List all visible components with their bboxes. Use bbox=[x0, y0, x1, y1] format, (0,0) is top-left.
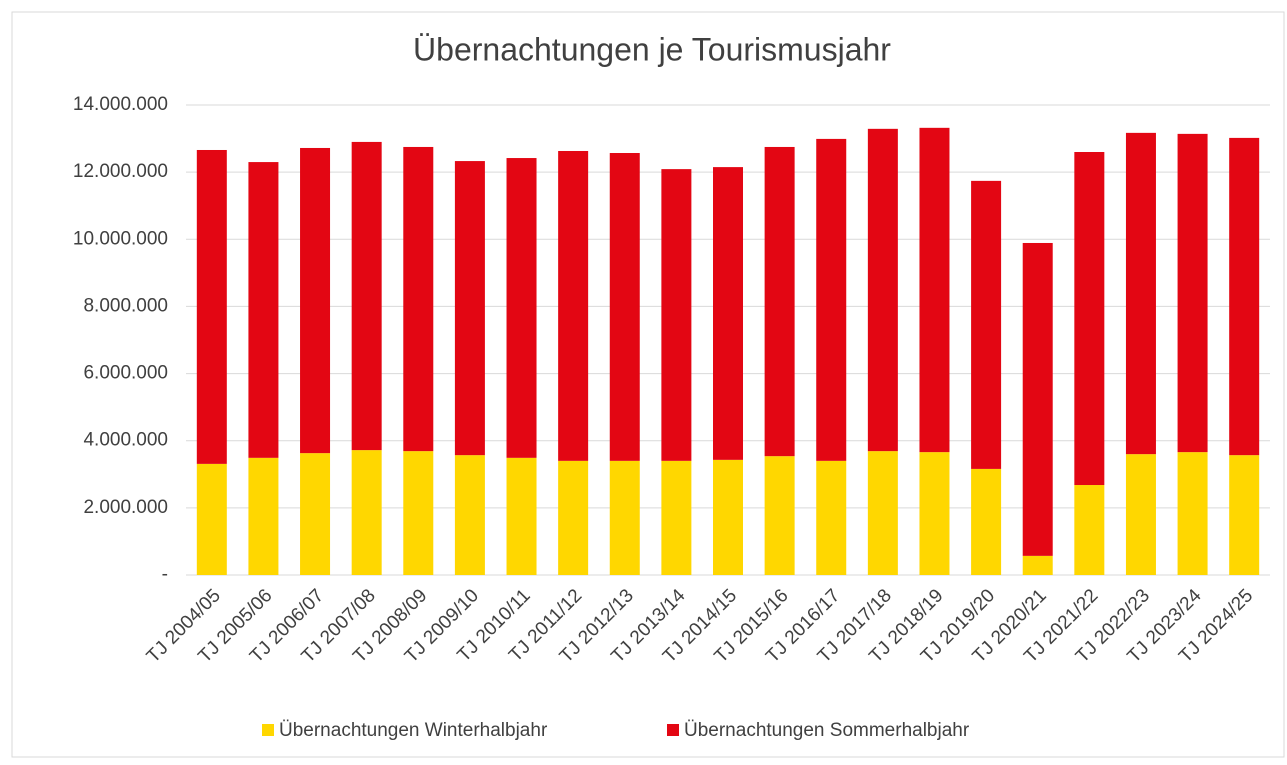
bar-segment bbox=[971, 468, 1002, 575]
bar-segment bbox=[867, 451, 898, 575]
bar-segment bbox=[1177, 452, 1208, 575]
bar-segment bbox=[1022, 555, 1053, 575]
bar-segment bbox=[1022, 242, 1053, 556]
bar-segment bbox=[1125, 132, 1156, 455]
bar-segment bbox=[558, 150, 589, 461]
y-tick-label: 12.000.000 bbox=[73, 161, 168, 182]
bar-segment bbox=[661, 460, 692, 575]
bar-segment bbox=[506, 158, 537, 458]
bar-segment bbox=[867, 128, 898, 452]
y-tick-label: 2.000.000 bbox=[83, 497, 168, 518]
bar-segment bbox=[300, 453, 331, 575]
bar-segment bbox=[713, 459, 743, 575]
bar-segment bbox=[300, 147, 331, 454]
bar-segment bbox=[764, 456, 795, 575]
bar-segment bbox=[351, 141, 382, 451]
legend-label: Übernachtungen Sommerhalbjahr bbox=[684, 720, 970, 741]
bar-segment bbox=[609, 460, 640, 575]
bar-segment bbox=[1177, 133, 1208, 453]
bar-segment bbox=[196, 149, 227, 464]
y-tick-label: 10.000.000 bbox=[73, 228, 168, 249]
bar-segment bbox=[403, 451, 434, 575]
bar-segment bbox=[816, 460, 847, 575]
bar-segment bbox=[1229, 455, 1260, 575]
chart-title: Übernachtungen je Tourismusjahr bbox=[413, 31, 891, 67]
bar-segment bbox=[661, 169, 692, 461]
bar-segment bbox=[1229, 137, 1260, 456]
bar-segment bbox=[1074, 485, 1105, 575]
bar-segment bbox=[351, 450, 382, 575]
bar-segment bbox=[764, 146, 795, 457]
bar-segment bbox=[403, 146, 434, 452]
y-tick-label: 4.000.000 bbox=[83, 430, 168, 451]
bar-segment bbox=[1125, 454, 1156, 575]
bar-segment bbox=[971, 180, 1002, 469]
bar-segment bbox=[506, 457, 537, 575]
legend-swatch bbox=[262, 724, 274, 736]
y-tick-label: 8.000.000 bbox=[83, 295, 168, 316]
bar-segment bbox=[816, 138, 847, 461]
bar-segment bbox=[713, 167, 743, 460]
bar-segment bbox=[454, 161, 485, 456]
y-tick-label: - bbox=[162, 564, 168, 585]
bar-segment bbox=[558, 460, 589, 575]
y-tick-label: 6.000.000 bbox=[83, 363, 168, 384]
bar-segment bbox=[919, 127, 950, 453]
bar-segment bbox=[196, 463, 227, 575]
bar-segment bbox=[1074, 152, 1105, 486]
bar-segment bbox=[248, 457, 279, 575]
bar-segment bbox=[919, 452, 950, 575]
bar-segment bbox=[454, 455, 485, 575]
y-tick-label: 14.000.000 bbox=[73, 94, 168, 115]
legend-label: Übernachtungen Winterhalbjahr bbox=[279, 720, 548, 741]
legend-swatch bbox=[667, 724, 679, 736]
bar-segment bbox=[609, 153, 640, 461]
bar-segment bbox=[248, 162, 279, 458]
